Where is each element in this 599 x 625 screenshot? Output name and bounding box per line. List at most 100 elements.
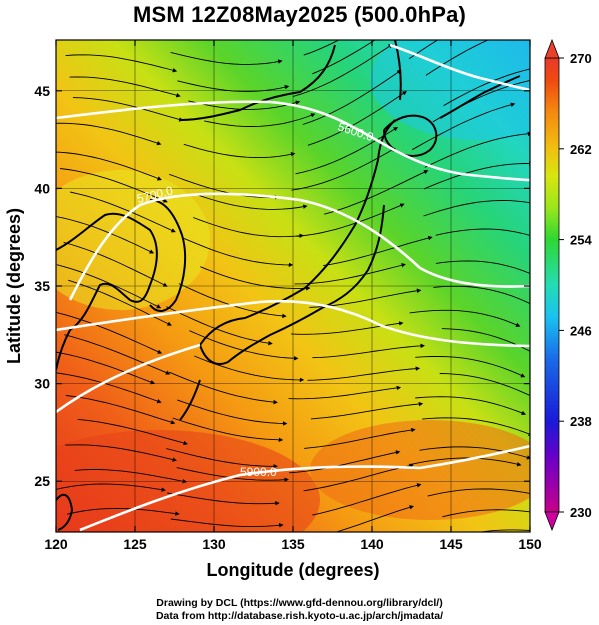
- x-tick-label: 130: [202, 536, 226, 552]
- x-tick-label: 145: [439, 536, 463, 552]
- streamline: [56, 151, 162, 181]
- streamline: [189, 330, 299, 361]
- streamline: [204, 113, 316, 127]
- streamline: [422, 417, 530, 436]
- x-tick-label: 120: [44, 536, 68, 552]
- streamline: [312, 40, 376, 75]
- streamline: [433, 285, 530, 305]
- streamline: [408, 40, 439, 60]
- streamline: [166, 448, 278, 469]
- streamline: [312, 343, 426, 359]
- streamline: [64, 334, 171, 375]
- streamline: [56, 312, 163, 354]
- streamline: [56, 264, 162, 309]
- streamline: [56, 216, 155, 254]
- streamline: [65, 395, 176, 425]
- streamline: [69, 76, 181, 98]
- streamline: [74, 469, 188, 484]
- streamline: [65, 444, 178, 462]
- streamline: [170, 518, 284, 528]
- x-axis-label: Longitude (degrees): [206, 560, 379, 580]
- streamline: [310, 401, 424, 420]
- streamline: [172, 417, 284, 443]
- colorbar: 270 262 254 246 238 230: [544, 38, 592, 532]
- streamline: [307, 366, 421, 381]
- contour-5900-line: [79, 444, 530, 532]
- streamline: [419, 446, 530, 460]
- streamline: [177, 399, 288, 426]
- streamline: [303, 463, 414, 492]
- streamline: [292, 43, 393, 97]
- streamline: [56, 483, 166, 492]
- streamline: [64, 534, 175, 543]
- y-tick-label: 40: [34, 180, 50, 196]
- streamline: [188, 100, 301, 110]
- weather-map: 5600.0 5700.0 5900.0 120 125 130 135 140 145 1…: [4, 38, 592, 580]
- streamline: [303, 40, 340, 56]
- streamline: [294, 263, 406, 285]
- colorbar-tick-label: 230: [570, 505, 592, 520]
- streamline: [302, 69, 402, 125]
- streamline: [193, 217, 304, 239]
- streamline: [423, 200, 530, 217]
- y-tick-label: 35: [34, 278, 50, 294]
- streamline: [72, 97, 184, 122]
- colorbar-tick-label: 270: [570, 51, 592, 66]
- y-axis-label: Latitude (degrees): [4, 208, 24, 364]
- streamline: [77, 418, 189, 446]
- streamline: [69, 191, 176, 233]
- streamline: [409, 457, 522, 467]
- credit-drawing: Drawing by DCL (https://www.gfd-dennou.o…: [156, 597, 443, 609]
- streamline: [435, 228, 530, 236]
- streamline: [166, 306, 273, 346]
- streamline: [415, 396, 527, 416]
- streamline: [296, 203, 405, 237]
- streamline: [56, 122, 162, 146]
- streamline: [424, 131, 530, 168]
- graticule: [56, 40, 530, 532]
- streamline: [56, 372, 162, 404]
- streamline: [183, 237, 294, 268]
- streamline: [63, 241, 168, 287]
- streamline: [65, 54, 178, 73]
- credit-data: Data from http://database.rish.kyoto-u.a…: [155, 610, 444, 622]
- contour-5600-line: [56, 100, 530, 182]
- streamline: [67, 508, 180, 516]
- y-tick-label: 25: [34, 473, 50, 489]
- streamline: [68, 279, 172, 326]
- streamline: [323, 235, 433, 267]
- streamline: [295, 126, 399, 175]
- streamline: [415, 356, 526, 378]
- streamline: [196, 194, 308, 210]
- x-tick-label: 140: [360, 536, 384, 552]
- x-axis: 120 125 130 135 140 145 150: [44, 40, 542, 552]
- streamline: [177, 80, 290, 92]
- streamline: [56, 351, 156, 385]
- streamline: [442, 509, 530, 518]
- y-tick-label: 45: [34, 83, 50, 99]
- contour-5700-line: [68, 192, 530, 301]
- colorbar-max-triangle: [544, 38, 560, 59]
- x-tick-label: 150: [518, 536, 542, 552]
- streamline: [307, 91, 407, 146]
- streamline: [312, 483, 422, 516]
- chart-title: MSM 12Z08May2025 (500.0hPa): [132, 2, 467, 27]
- streamline: [183, 143, 296, 159]
- streamline: [60, 168, 168, 203]
- streamline: [411, 102, 516, 151]
- streamline: [289, 450, 401, 474]
- streamline: [200, 266, 311, 291]
- colorbar-tick-label: 262: [570, 142, 592, 157]
- y-axis: 25 30 35 40 45: [34, 83, 530, 489]
- streamline: [441, 328, 530, 352]
- contour-label-5900: 5900.0: [240, 465, 277, 479]
- streamline: [432, 80, 530, 123]
- streamline: [324, 170, 429, 215]
- colorbar-tick-label: 254: [570, 233, 592, 248]
- streamline: [169, 173, 280, 200]
- streamline: [170, 51, 283, 65]
- wind-streamlines: [56, 40, 530, 543]
- streamline: [427, 488, 530, 497]
- streamline: [409, 309, 521, 327]
- streamline: [304, 427, 416, 449]
